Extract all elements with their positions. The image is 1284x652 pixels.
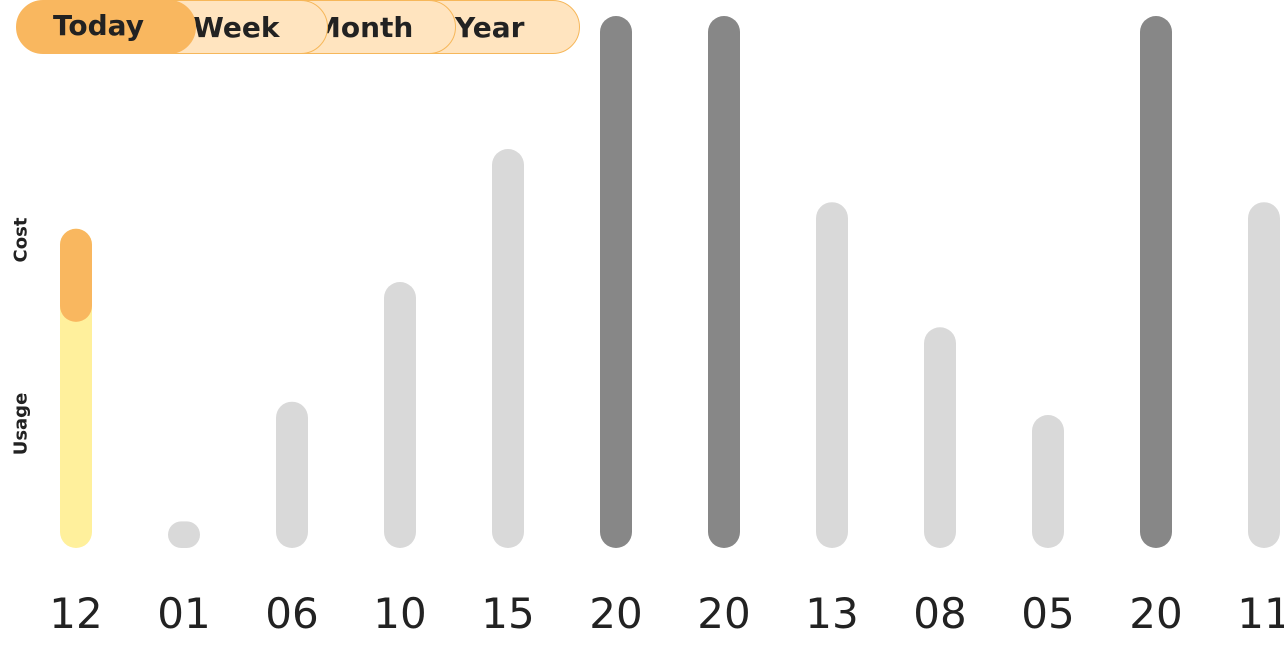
x-tick-label-1: 01 [157,589,210,638]
bar-6 [708,16,740,548]
tab-year-label: Year [455,11,525,44]
tab-month-label: Month [313,11,414,44]
x-tick-label-4: 15 [481,589,534,638]
bar-11 [1248,202,1280,548]
x-tick-label-11: 11 [1237,589,1284,638]
x-tick-label-2: 06 [265,589,318,638]
x-tick-label-6: 20 [697,589,750,638]
tab-today[interactable]: Today [16,0,196,54]
bar-cost-0 [60,228,92,322]
bar-8 [924,327,956,548]
bar-1 [168,521,200,548]
bar-7 [816,202,848,548]
bar-5 [600,16,632,548]
x-tick-label-5: 20 [589,589,642,638]
x-tick-label-8: 08 [913,589,966,638]
period-tabs: Year Month Week Today [16,0,580,56]
x-tick-label-9: 05 [1021,589,1074,638]
bar-3 [384,282,416,548]
x-tick-label-7: 13 [805,589,858,638]
x-tick-labels: 12 01 06 10 15 20 20 13 08 05 20 11 [49,589,1284,638]
x-tick-label-3: 10 [373,589,426,638]
tab-week-label: Week [193,11,280,44]
bar-2 [276,401,308,548]
bars-group [60,16,1280,549]
bar-4 [492,149,524,548]
bar-9 [1032,415,1064,548]
tab-today-label: Today [53,9,144,42]
x-tick-label-0: 12 [49,589,102,638]
x-tick-label-10: 20 [1129,589,1182,638]
bar-10 [1140,16,1172,548]
